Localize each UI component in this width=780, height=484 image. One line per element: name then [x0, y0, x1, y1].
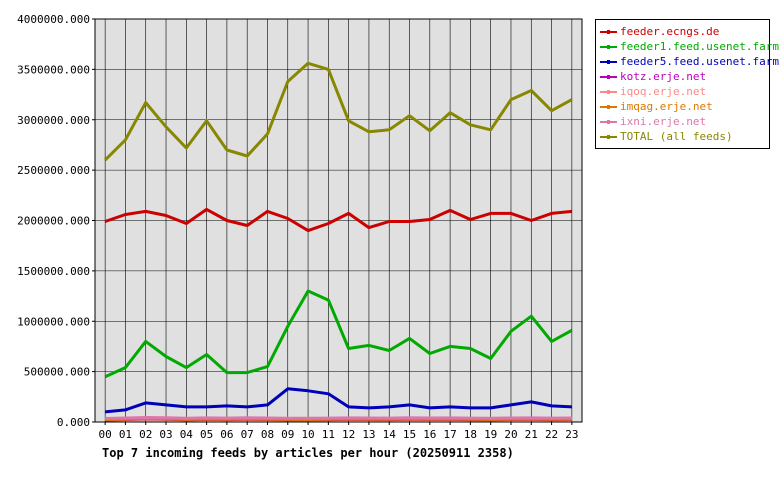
legend-item: iqoq.erje.net [600, 84, 706, 99]
legend-swatch [600, 59, 617, 64]
x-tick-label: 18 [464, 428, 477, 441]
x-tick-label: 06 [220, 428, 233, 441]
legend-label: feeder5.feed.usenet.farm [620, 55, 779, 68]
legend-swatch [600, 74, 617, 79]
legend-label: feeder.ecngs.de [620, 25, 720, 38]
legend-item: imqag.erje.net [600, 99, 713, 114]
x-tick-label: 11 [322, 428, 335, 441]
legend-item: feeder5.feed.usenet.farm [600, 54, 779, 69]
x-tick-label: 09 [281, 428, 294, 441]
y-tick-label: 3500000.000 [17, 63, 90, 76]
x-axis-ticks: 00 01 02 03 04 05 06 07 08 09 10 11 12 13 14 15 16 17 18 19… [99, 422, 578, 441]
x-tick-label: 04 [180, 428, 194, 441]
legend: feeder.ecngs.de feeder1.feed.usenet.farm f… [595, 19, 779, 149]
y-tick-label: 2000000.000 [17, 215, 90, 228]
y-tick-label: 3000000.000 [17, 114, 90, 127]
legend-swatch [600, 29, 617, 34]
legend-label: ixni.erje.net [620, 115, 707, 128]
x-tick-label: 01 [119, 428, 132, 441]
x-tick-label: 00 [99, 428, 112, 441]
series-line [104, 387, 572, 414]
x-tick-label: 14 [383, 428, 397, 441]
legend-swatch [600, 119, 617, 124]
series-line [104, 289, 573, 379]
y-tick-label: 2500000.000 [17, 164, 90, 177]
legend-swatch [600, 44, 617, 49]
y-axis-ticks: 0.000 500000.000 1000000.000 1500000.000 200… [17, 13, 95, 429]
legend-swatch [600, 134, 617, 139]
legend-item: feeder.ecngs.de [600, 24, 719, 39]
x-tick-label: 08 [261, 428, 274, 441]
x-tick-label: 23 [565, 428, 578, 441]
legend-label: imqag.erje.net [620, 100, 713, 113]
y-tick-label: 0.000 [57, 416, 90, 429]
series-line [105, 416, 572, 420]
x-tick-label: 10 [301, 428, 314, 441]
y-tick-label: 1000000.000 [17, 315, 90, 328]
series-line [104, 207, 573, 233]
x-tick-label: 19 [484, 428, 497, 441]
legend-label: TOTAL (all feeds) [620, 130, 733, 143]
legend-item: TOTAL (all feeds) [600, 129, 733, 144]
y-tick-label: 4000000.000 [17, 13, 90, 26]
x-tick-label: 15 [403, 428, 416, 441]
legend-item: kotz.erje.net [600, 69, 706, 84]
legend-item: feeder1.feed.usenet.farm [600, 39, 779, 54]
y-tick-label: 500000.000 [24, 366, 90, 379]
x-tick-label: 03 [159, 428, 172, 441]
legend-label: kotz.erje.net [620, 70, 707, 83]
legend-label: feeder1.feed.usenet.farm [620, 40, 779, 53]
legend-label: iqoq.erje.net [620, 85, 707, 98]
x-tick-label: 21 [525, 428, 538, 441]
x-tick-label: 17 [443, 428, 456, 441]
legend-swatch [600, 104, 617, 109]
x-tick-label: 12 [342, 428, 355, 441]
x-tick-label: 13 [362, 428, 375, 441]
series-line [104, 61, 573, 162]
legend-item: ixni.erje.net [600, 114, 706, 129]
legend-swatch [600, 89, 617, 94]
x-tick-label: 05 [200, 428, 213, 441]
x-tick-label: 07 [241, 428, 254, 441]
x-tick-label: 16 [423, 428, 436, 441]
y-tick-label: 1500000.000 [17, 265, 90, 278]
x-tick-label: 02 [139, 428, 152, 441]
series-lines [104, 61, 573, 422]
chart-title: Top 7 incoming feeds by articles per hou… [102, 446, 514, 460]
x-tick-label: 20 [504, 428, 517, 441]
x-tick-label: 22 [545, 428, 558, 441]
